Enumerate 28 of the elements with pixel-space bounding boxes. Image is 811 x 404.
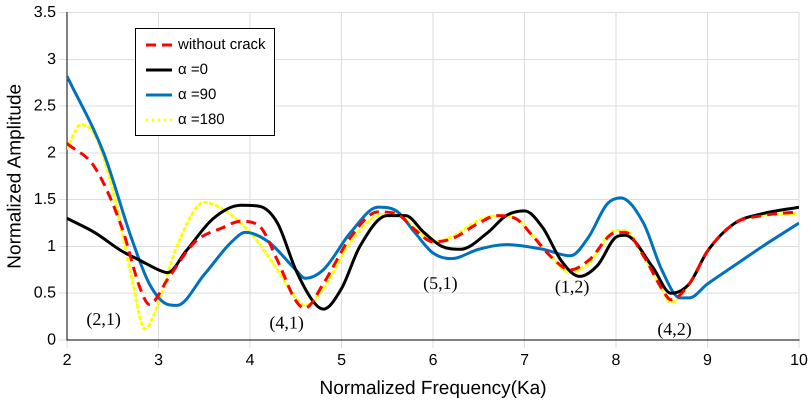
annotation: (4,2) (657, 318, 692, 339)
y-tick-label: 0.5 (34, 284, 56, 302)
annotation: (5,1) (423, 273, 458, 294)
x-axis-title: Normalized Frequency(Ka) (320, 378, 547, 399)
legend-label: α =0 (178, 61, 208, 78)
annotation: (4,1) (269, 312, 304, 332)
x-tick-label: 5 (337, 352, 346, 370)
x-tick-label: 6 (428, 352, 438, 370)
legend-label: α =90 (178, 86, 216, 103)
y-tick-label: 3 (47, 50, 56, 68)
x-tick-label: 9 (703, 352, 712, 370)
x-tick-label: 4 (246, 352, 255, 370)
x-tick-label: 8 (612, 352, 621, 370)
y-tick-label: 1.5 (34, 191, 56, 208)
y-tick-label: 0 (47, 331, 56, 348)
x-tick-label: 2 (62, 352, 72, 370)
x-tick-label: 10 (790, 352, 808, 370)
x-tick-label: 7 (520, 352, 530, 370)
legend-label: α =180 (178, 111, 225, 128)
y-tick-label: 3.5 (34, 4, 56, 22)
y-tick-label: 2 (47, 144, 56, 162)
legend-label: without crack (178, 36, 266, 53)
y-tick-label: 2.5 (34, 98, 56, 115)
annotation: (2,1) (86, 309, 121, 330)
annotation: (1,2) (554, 276, 590, 296)
x-tick-label: 3 (154, 352, 164, 370)
y-axis-title: Normalized Amplitude (4, 84, 26, 269)
y-tick-label: 1 (47, 238, 56, 255)
